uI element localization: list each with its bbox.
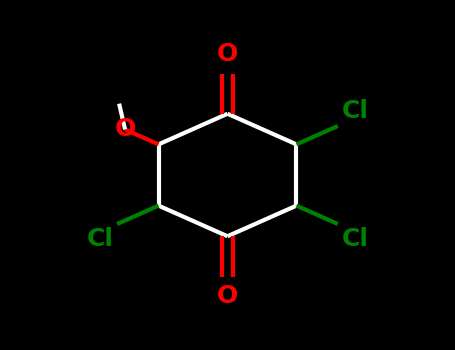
Text: Cl: Cl: [341, 227, 369, 251]
Text: O: O: [217, 42, 238, 66]
Text: O: O: [217, 284, 238, 308]
Text: Cl: Cl: [341, 99, 369, 123]
Text: O: O: [114, 118, 136, 141]
Text: Cl: Cl: [86, 227, 114, 251]
